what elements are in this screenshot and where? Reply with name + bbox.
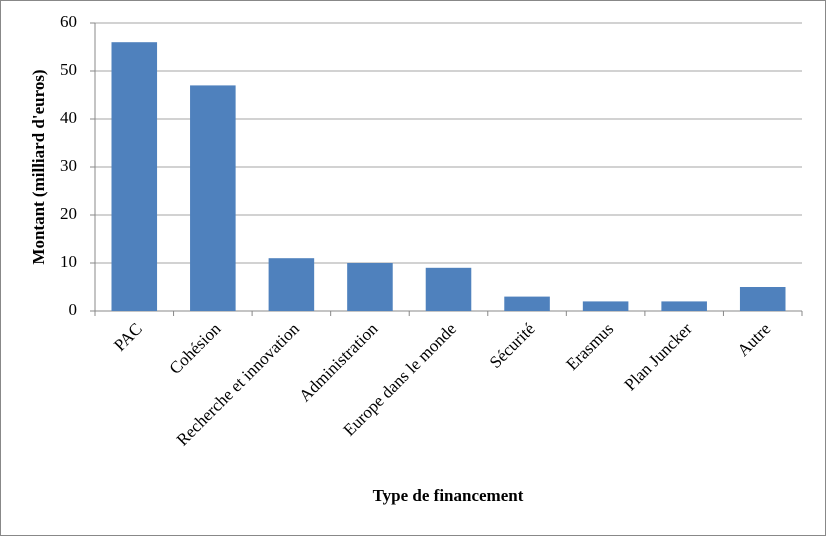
y-tick-label: 60 (60, 12, 77, 31)
y-tick-label: 20 (60, 204, 77, 223)
y-tick-label: 30 (60, 156, 77, 175)
bar (111, 42, 158, 311)
y-tick-label: 10 (60, 252, 77, 271)
x-axis-title: Type de financement (373, 486, 524, 505)
bar (739, 287, 786, 311)
bar (582, 301, 629, 311)
bar (190, 85, 236, 312)
bar (268, 258, 315, 311)
y-axis-title: Montant (milliard d'euros) (29, 69, 48, 264)
bar (661, 301, 707, 311)
y-tick-label: 0 (69, 300, 78, 319)
bar (504, 296, 550, 311)
bar (347, 263, 393, 311)
y-tick-label: 50 (60, 60, 77, 79)
bar (425, 267, 472, 311)
y-tick-label: 40 (60, 108, 77, 127)
